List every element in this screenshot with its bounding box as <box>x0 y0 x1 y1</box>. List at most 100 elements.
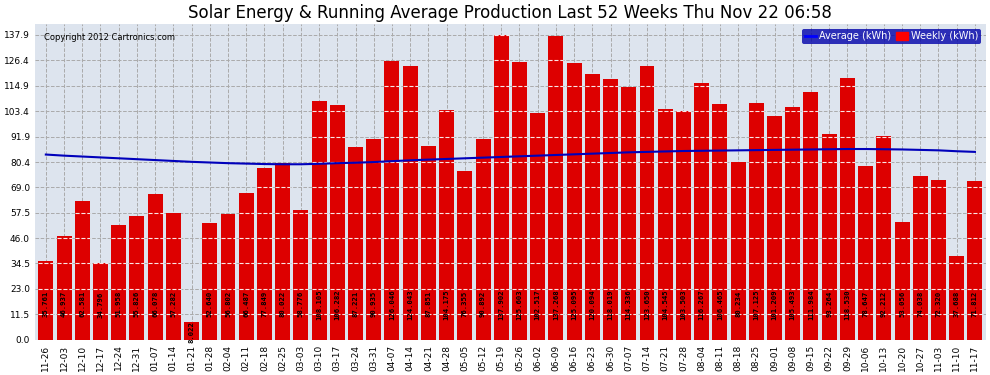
Title: Solar Energy & Running Average Production Last 52 Weeks Thu Nov 22 06:58: Solar Energy & Running Average Productio… <box>188 4 833 22</box>
Text: 77.849: 77.849 <box>261 291 267 318</box>
Text: 105.493: 105.493 <box>790 289 796 320</box>
Text: 8.022: 8.022 <box>188 321 195 343</box>
Bar <box>731 162 745 340</box>
Bar <box>403 66 418 340</box>
Text: 125.603: 125.603 <box>517 289 523 320</box>
Bar <box>822 134 837 340</box>
Bar <box>640 66 654 340</box>
Text: 137.268: 137.268 <box>552 289 559 320</box>
Text: 111.984: 111.984 <box>808 289 814 320</box>
Legend: Average (kWh), Weekly (kWh): Average (kWh), Weekly (kWh) <box>802 28 981 44</box>
Bar <box>184 322 199 340</box>
Text: 58.776: 58.776 <box>298 291 304 318</box>
Text: 102.517: 102.517 <box>535 289 541 320</box>
Bar <box>130 216 145 340</box>
Text: 104.545: 104.545 <box>662 289 668 320</box>
Text: 76.355: 76.355 <box>461 291 468 318</box>
Bar <box>275 163 290 340</box>
Bar <box>293 210 308 340</box>
Bar <box>931 180 945 340</box>
Bar <box>239 193 253 340</box>
Bar <box>566 63 581 340</box>
Bar <box>512 62 527 340</box>
Text: Copyright 2012 Cartronics.com: Copyright 2012 Cartronics.com <box>45 33 175 42</box>
Bar <box>949 256 964 340</box>
Bar <box>713 105 728 340</box>
Bar <box>657 109 672 340</box>
Text: 125.095: 125.095 <box>571 289 577 320</box>
Bar <box>913 176 928 340</box>
Text: 66.078: 66.078 <box>152 291 158 318</box>
Text: 80.234: 80.234 <box>736 291 742 318</box>
Text: 35.761: 35.761 <box>43 291 49 318</box>
Text: 106.465: 106.465 <box>717 289 723 320</box>
Text: 93.264: 93.264 <box>827 291 833 318</box>
Text: 57.282: 57.282 <box>170 291 176 318</box>
Text: 123.650: 123.650 <box>644 289 650 320</box>
Bar <box>384 61 399 340</box>
Text: 126.046: 126.046 <box>389 289 395 320</box>
Text: 71.812: 71.812 <box>972 291 978 318</box>
Text: 106.282: 106.282 <box>335 289 341 320</box>
Bar <box>840 78 854 340</box>
Bar <box>166 213 181 340</box>
Text: 120.094: 120.094 <box>589 289 595 320</box>
Bar <box>603 79 618 340</box>
Text: 51.958: 51.958 <box>116 291 122 318</box>
Bar <box>330 105 345 340</box>
Text: 62.581: 62.581 <box>79 291 85 318</box>
Bar <box>748 103 763 340</box>
Bar <box>221 214 236 340</box>
Text: 52.640: 52.640 <box>207 291 213 318</box>
Text: 66.487: 66.487 <box>244 291 249 318</box>
Bar <box>457 171 472 340</box>
Text: 72.320: 72.320 <box>936 291 941 318</box>
Text: 107.125: 107.125 <box>753 289 759 320</box>
Bar <box>494 35 509 340</box>
Text: 104.175: 104.175 <box>444 289 449 320</box>
Text: 137.902: 137.902 <box>498 289 504 320</box>
Bar <box>440 110 454 340</box>
Text: 116.267: 116.267 <box>699 289 705 320</box>
Bar <box>767 116 782 340</box>
Bar <box>56 236 71 340</box>
Text: 80.022: 80.022 <box>279 291 286 318</box>
Text: 46.937: 46.937 <box>61 291 67 318</box>
Bar <box>548 36 563 340</box>
Text: 124.043: 124.043 <box>407 289 413 320</box>
Text: 90.935: 90.935 <box>370 291 377 318</box>
Text: 114.336: 114.336 <box>626 289 632 320</box>
Text: 87.851: 87.851 <box>426 291 432 318</box>
Bar <box>75 201 90 340</box>
Bar <box>785 106 800 340</box>
Text: 37.688: 37.688 <box>953 291 959 318</box>
Text: 103.503: 103.503 <box>680 289 686 320</box>
Bar <box>967 181 982 340</box>
Text: 78.647: 78.647 <box>862 291 868 318</box>
Bar <box>348 147 363 340</box>
Bar <box>111 225 126 340</box>
Text: 34.796: 34.796 <box>97 292 104 318</box>
Text: 53.056: 53.056 <box>899 291 905 318</box>
Bar <box>257 168 272 340</box>
Text: 74.038: 74.038 <box>918 291 924 318</box>
Bar <box>694 83 709 340</box>
Bar <box>585 74 600 340</box>
Bar <box>148 194 162 340</box>
Bar <box>804 92 819 340</box>
Bar <box>622 87 637 340</box>
Bar <box>202 224 217 340</box>
Bar <box>421 146 436 340</box>
Text: 118.530: 118.530 <box>844 289 850 320</box>
Bar <box>39 261 53 340</box>
Bar <box>858 166 873 340</box>
Bar <box>366 139 381 340</box>
Text: 55.826: 55.826 <box>134 291 140 318</box>
Text: 87.221: 87.221 <box>352 291 358 318</box>
Text: 101.209: 101.209 <box>771 289 777 320</box>
Bar <box>475 139 490 340</box>
Text: 118.019: 118.019 <box>608 289 614 320</box>
Bar <box>531 113 545 340</box>
Bar <box>876 136 891 340</box>
Bar <box>93 263 108 340</box>
